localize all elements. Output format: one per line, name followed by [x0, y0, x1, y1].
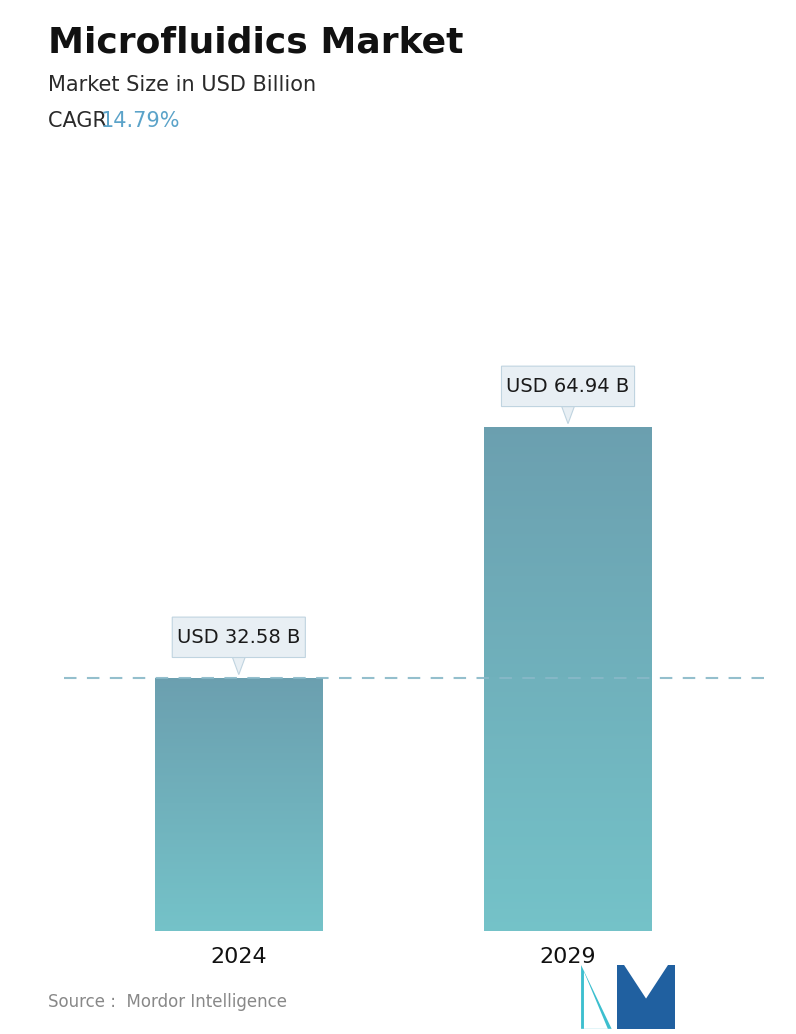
Polygon shape: [618, 965, 675, 1029]
Text: USD 64.94 B: USD 64.94 B: [506, 376, 630, 396]
FancyBboxPatch shape: [172, 617, 306, 658]
Polygon shape: [624, 965, 668, 999]
Polygon shape: [562, 406, 575, 424]
Polygon shape: [584, 972, 608, 1029]
Text: CAGR: CAGR: [48, 111, 120, 130]
Text: 14.79%: 14.79%: [100, 111, 180, 130]
Polygon shape: [232, 658, 245, 674]
Text: Microfluidics Market: Microfluidics Market: [48, 26, 463, 60]
FancyBboxPatch shape: [501, 366, 634, 406]
Text: USD 32.58 B: USD 32.58 B: [178, 628, 300, 647]
Text: Market Size in USD Billion: Market Size in USD Billion: [48, 75, 316, 95]
Text: Source :  Mordor Intelligence: Source : Mordor Intelligence: [48, 994, 287, 1011]
Polygon shape: [581, 965, 611, 1029]
